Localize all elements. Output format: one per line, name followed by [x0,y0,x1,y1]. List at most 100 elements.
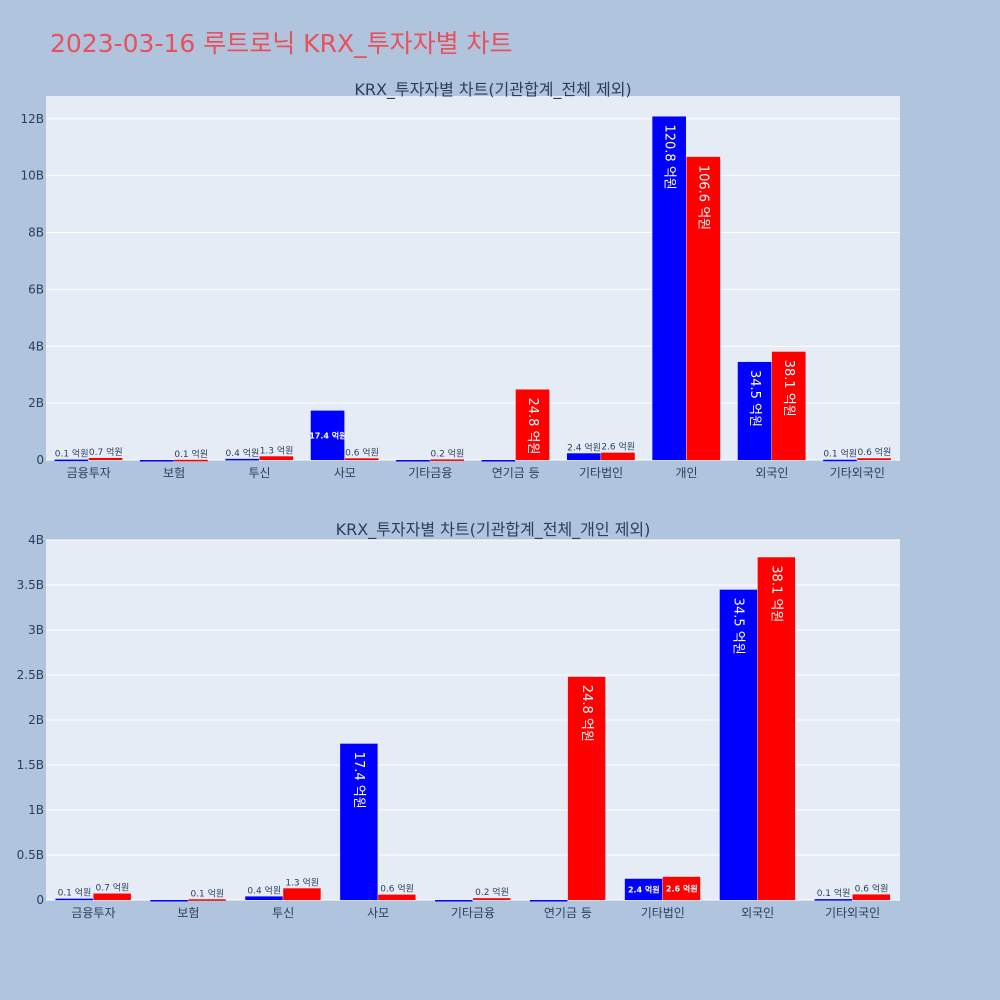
bar-buy [54,459,89,462]
bar-data-label: 106.6 억원 [696,165,711,230]
bar-data-label: 0.6 억원 [345,446,379,458]
bar-data-label: 0.1 억원 [190,887,224,899]
y-tick-label: 12B [20,112,44,126]
x-tick-label: 기타외국인 [830,466,885,480]
chart-title: KRX_투자자별 차트(기관합계_전체_개인 제외) [336,520,651,540]
bar-buy [310,410,345,460]
bar-data-label: 0.6 억원 [858,446,892,458]
x-tick-label: 투신 [248,466,270,480]
y-tick-label: 2B [28,396,44,410]
bar-buy [340,743,378,900]
bar-data-label: 24.8 억원 [579,685,594,742]
x-tick-label: 기타외국인 [825,906,880,920]
y-tick-label: 8B [28,226,44,240]
x-tick-label: 투신 [272,906,294,920]
bar-data-label: 0.7 억원 [89,446,123,458]
x-tick-label: 사모 [334,466,356,480]
y-tick-label: 4B [28,339,44,353]
bar-buy [529,900,568,902]
y-tick-label: 3.5B [17,578,44,592]
bar-data-label: 0.1 억원 [174,448,208,460]
bar-data-label: 0.7 억원 [96,882,130,894]
bar-sell [686,156,721,460]
x-tick-label: 외국인 [755,466,788,480]
bar-buy [481,460,516,462]
bar-data-label: 0.1 억원 [817,887,851,899]
bar-buy [652,116,686,460]
bar-sell [852,894,891,900]
bar-data-label: 0.4 억원 [226,447,260,459]
bar-sell [515,389,550,460]
bar-data-label: 34.5 억원 [731,598,746,655]
bar-data-label: 2.4 억원 [567,441,601,453]
bar-sell [188,899,226,901]
x-tick-label: 기타금융 [451,906,495,920]
x-tick-label: 기타법인 [641,906,685,920]
y-tick-label: 0 [36,453,44,467]
bar-data-label: 17.4 억원 [351,752,366,809]
bar-buy [396,460,430,462]
y-tick-label: 0 [36,893,44,907]
x-tick-label: 기타금융 [408,466,452,480]
bar-data-label: 0.2 억원 [475,886,509,898]
bar-sell [88,457,123,460]
bar-sell [757,557,796,900]
y-tick-label: 10B [20,169,44,183]
bar-buy [814,899,853,901]
page-title: 2023-03-16 루트로닉 KRX_투자자별 차트 [50,29,513,58]
bar-sell [662,876,701,900]
x-tick-label: 외국인 [741,906,774,920]
x-tick-label: 보험 [163,466,185,480]
bar-data-label: 38.1 억원 [781,360,796,417]
y-tick-label: 0.5B [17,848,44,862]
x-tick-label: 금융투자 [71,906,115,920]
bar-sell [378,894,416,900]
bar-buy [823,459,857,462]
bar-data-label: 0.1 억원 [55,448,89,460]
bar-data-label: 120.8 억원 [661,124,676,189]
bar-buy [150,900,188,902]
bar-data-label: 0.4 억원 [247,884,281,896]
bar-sell [473,898,511,900]
bar-sell [567,676,606,900]
bar-sell [93,893,131,900]
bar-sell [430,459,464,461]
bar-buy [55,898,93,901]
y-tick-label: 1B [28,803,44,817]
bar-data-label: 2.6 억원 [666,883,698,893]
bar-buy [245,896,283,900]
bar-data-label: 2.6 억원 [601,441,635,453]
bar-data-label: 2.4 억원 [628,884,660,894]
bar-data-label: 0.6 억원 [855,882,889,894]
bar-buy [566,453,601,460]
bar-sell [601,452,635,460]
bar-sell [771,351,806,460]
y-tick-label: 1.5B [17,758,44,772]
y-tick-label: 2.5B [17,668,44,682]
x-tick-label: 기타법인 [579,466,623,480]
chart-2: KRX_투자자별 차트(기관합계_전체_개인 제외) 0 0.5B 1B 1.5B 2B 2… [17,520,900,920]
bar-data-label: 1.3 억원 [260,444,294,456]
bar-buy [719,589,758,900]
x-tick-label: 연기금 등 [492,466,540,480]
y-tick-label: 2B [28,713,44,727]
bar-sell [259,456,294,460]
bar-sell [857,458,891,460]
x-tick-label: 금융투자 [67,466,111,480]
bar-buy [435,900,473,902]
y-tick-label: 4B [28,533,44,547]
bar-buy [139,460,174,462]
bar-data-label: 1.3 억원 [285,876,319,888]
bar-data-label: 34.5 억원 [747,370,762,427]
bar-data-label: 0.2 억원 [431,447,465,459]
bar-data-label: 38.1 억원 [769,565,784,622]
bar-data-label: 0.1 억원 [823,448,857,460]
x-tick-label: 연기금 등 [544,906,592,920]
chart-title: KRX_투자자별 차트(기관합계_전체 제외) [354,80,631,100]
x-tick-label: 보험 [177,906,199,920]
chart-1: KRX_투자자별 차트(기관합계_전체 제외) 0 2B 4B 6B 8B 10B 12B 금융… [20,80,900,480]
bar-data-label: 0.1 억원 [58,887,92,899]
x-tick-label: 개인 [675,466,697,480]
bar-buy [624,878,663,900]
